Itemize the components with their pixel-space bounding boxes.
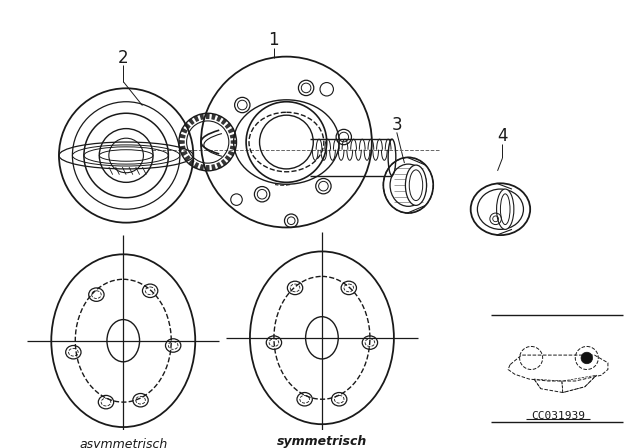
Ellipse shape <box>201 56 372 228</box>
Polygon shape <box>193 115 199 122</box>
Polygon shape <box>205 165 210 171</box>
Polygon shape <box>211 164 216 171</box>
Ellipse shape <box>51 254 195 427</box>
Polygon shape <box>193 162 199 169</box>
Polygon shape <box>228 151 234 156</box>
Polygon shape <box>188 118 195 125</box>
Text: 3: 3 <box>392 116 402 134</box>
Ellipse shape <box>470 182 531 236</box>
Polygon shape <box>230 140 236 144</box>
Polygon shape <box>228 128 234 134</box>
Text: 1: 1 <box>269 31 279 49</box>
Polygon shape <box>225 155 232 162</box>
Text: symmetrisch: symmetrisch <box>276 435 367 448</box>
Polygon shape <box>179 134 186 138</box>
Polygon shape <box>200 114 204 120</box>
Polygon shape <box>230 146 236 151</box>
Polygon shape <box>184 123 191 129</box>
Polygon shape <box>221 118 227 125</box>
Text: CC031939: CC031939 <box>531 410 585 421</box>
Polygon shape <box>181 151 188 156</box>
Text: asymmetrisch: asymmetrisch <box>79 438 168 448</box>
Polygon shape <box>179 140 185 144</box>
Ellipse shape <box>405 165 426 205</box>
Ellipse shape <box>497 189 514 229</box>
Polygon shape <box>184 155 191 162</box>
Circle shape <box>581 352 593 364</box>
Polygon shape <box>230 134 236 138</box>
Polygon shape <box>225 123 232 129</box>
Polygon shape <box>181 128 188 134</box>
Polygon shape <box>216 115 222 122</box>
Text: 2: 2 <box>118 48 129 67</box>
Text: 4: 4 <box>497 127 508 145</box>
Ellipse shape <box>250 251 394 424</box>
Ellipse shape <box>382 156 434 214</box>
Polygon shape <box>221 159 227 166</box>
Polygon shape <box>179 146 186 151</box>
Polygon shape <box>205 113 210 119</box>
Polygon shape <box>200 164 204 171</box>
Polygon shape <box>211 114 216 120</box>
Polygon shape <box>216 162 222 169</box>
Polygon shape <box>188 159 195 166</box>
Circle shape <box>57 86 195 224</box>
